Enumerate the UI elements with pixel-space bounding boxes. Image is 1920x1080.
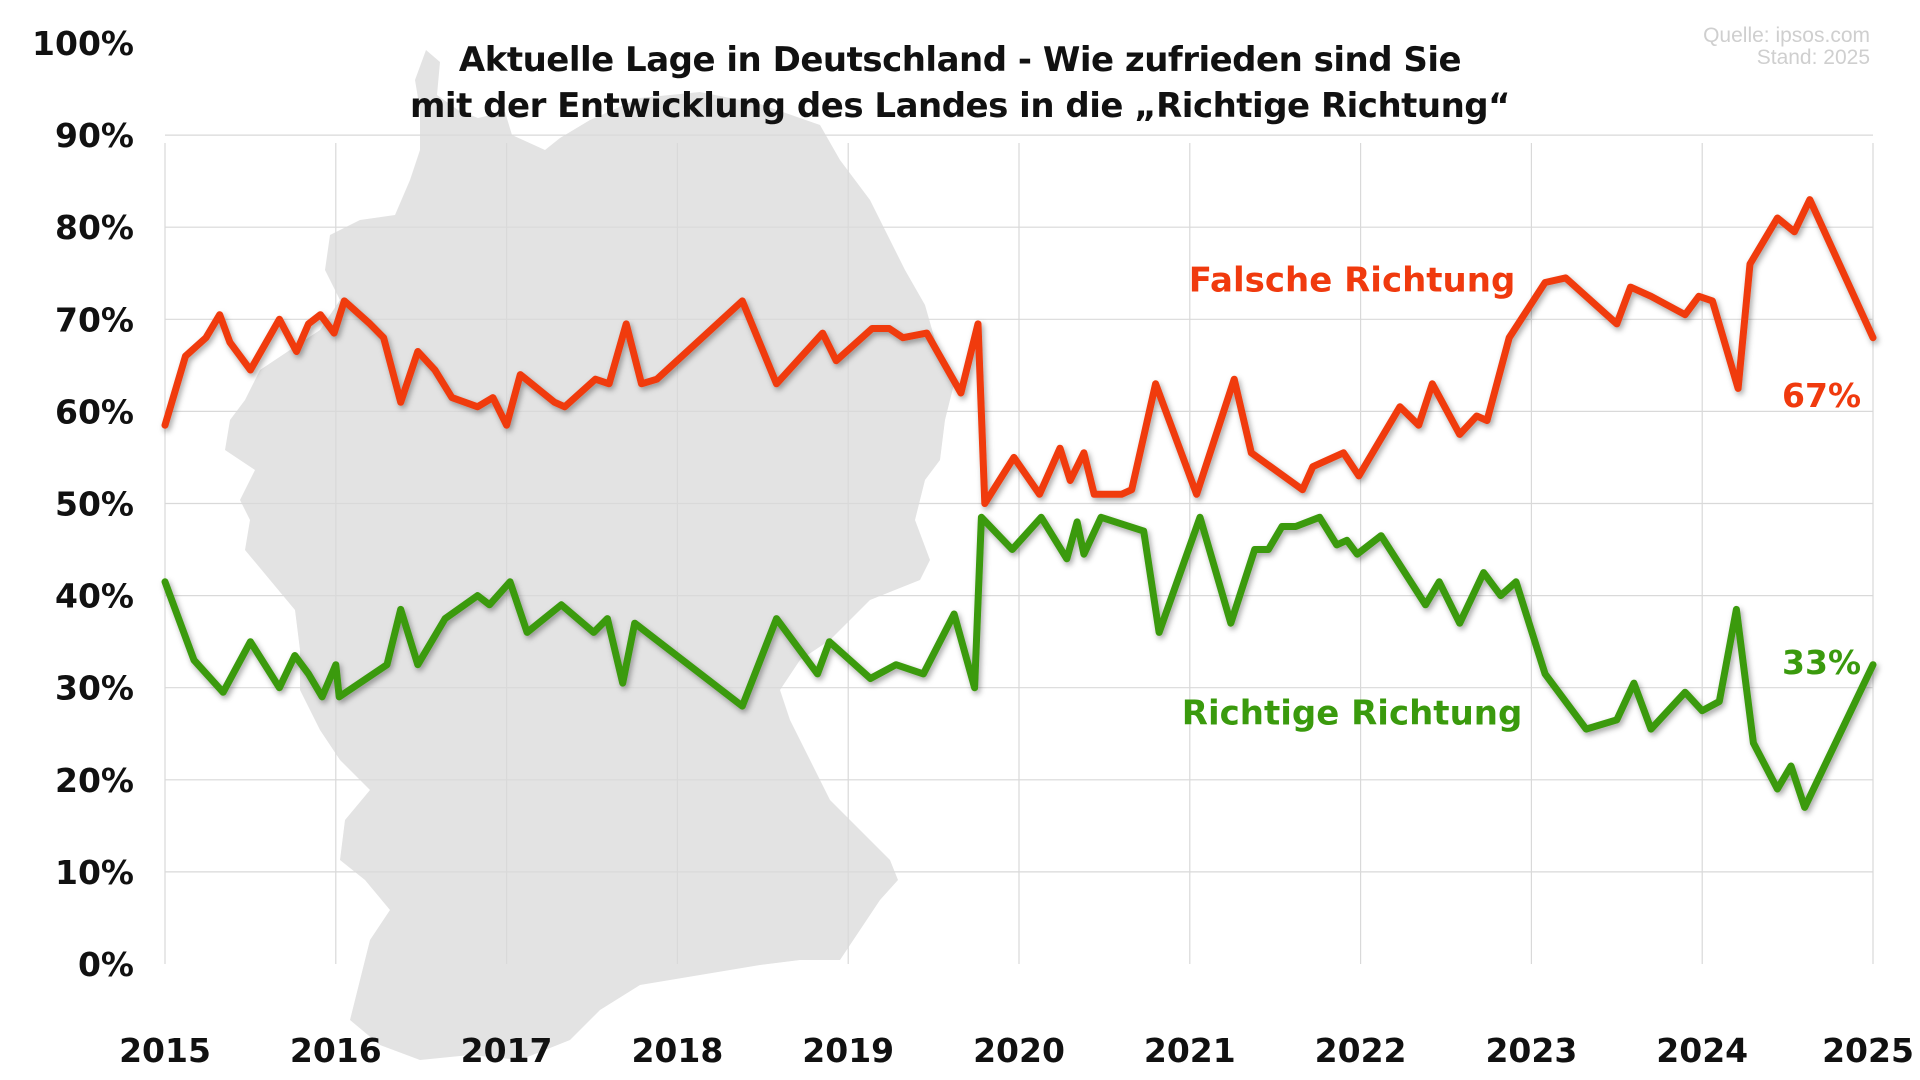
y-tick-label: 60% <box>55 392 134 431</box>
x-axis: 2015 2016 2017 2018 2019 2020 2021 2022 2023 2024… <box>119 1031 1914 1070</box>
x-tick-label: 2021 <box>1144 1031 1236 1070</box>
x-tick-label: 2019 <box>802 1031 894 1070</box>
y-tick-label: 20% <box>55 761 134 800</box>
y-tick-label: 30% <box>55 669 134 708</box>
end-value-label: 33% <box>1782 643 1861 682</box>
y-tick-label: 0% <box>78 945 134 984</box>
x-tick-label: 2017 <box>461 1031 553 1070</box>
y-axis: 0% 10% 20% 30% 40% 50% 60% 70% 80% 90% 100% <box>32 24 134 984</box>
germany-map-icon <box>225 50 955 1060</box>
y-tick-label: 40% <box>55 577 134 616</box>
y-tick-label: 70% <box>55 300 134 339</box>
series-line-falsche-richtung <box>161 196 1877 507</box>
x-tick-label: 2016 <box>290 1031 382 1070</box>
x-tick-label: 2025 <box>1822 1031 1914 1070</box>
y-tick-label: 90% <box>55 116 134 155</box>
x-tick-label: 2022 <box>1315 1031 1407 1070</box>
series-label-richtige-richtung: Richtige Richtung <box>1182 694 1523 734</box>
x-tick-label: 2023 <box>1485 1031 1577 1070</box>
y-tick-label: 50% <box>55 485 134 524</box>
chart-title-line-1: Aktuelle Lage in Deutschland - Wie zufri… <box>458 40 1462 80</box>
series-layer <box>161 196 1877 811</box>
y-tick-label: 10% <box>55 853 134 892</box>
series-line-richtige-richtung <box>161 513 1877 811</box>
x-tick-label: 2015 <box>119 1031 211 1070</box>
y-tick-label: 100% <box>32 24 134 63</box>
chart-title-line-2: mit der Entwicklung des Landes in die „R… <box>410 86 1511 126</box>
y-tick-label: 80% <box>55 208 134 247</box>
gridlines <box>164 134 1874 964</box>
x-tick-label: 2024 <box>1656 1031 1748 1070</box>
source-note: Quelle: ipsos.com <box>1703 24 1870 47</box>
date-note: Stand: 2025 <box>1756 46 1870 69</box>
x-tick-label: 2018 <box>631 1031 723 1070</box>
labels-layer: Falsche Richtung 67% Richtige Richtung 33% <box>1182 261 1861 734</box>
x-tick-label: 2020 <box>973 1031 1065 1070</box>
series-label-falsche-richtung: Falsche Richtung <box>1189 261 1516 301</box>
end-value-label: 67% <box>1782 376 1861 415</box>
